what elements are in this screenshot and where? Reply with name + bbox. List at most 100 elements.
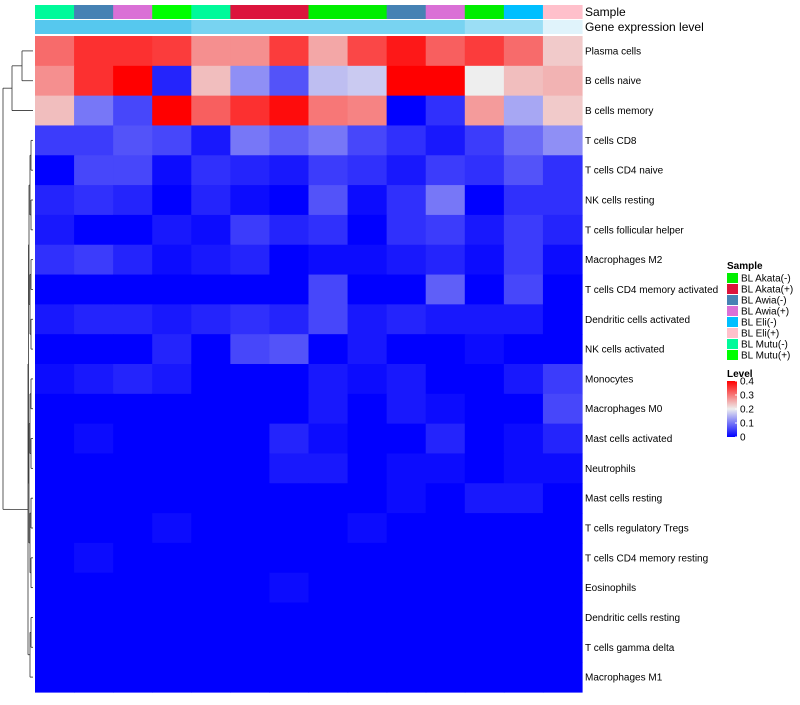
heatmap-cell <box>386 662 427 693</box>
heatmap-cell <box>542 65 583 97</box>
heatmap-cell <box>35 393 75 425</box>
heatmap-cell <box>425 453 466 484</box>
heatmap-cell <box>464 632 505 663</box>
heatmap-cell <box>503 36 544 67</box>
heatmap-cell <box>542 662 583 693</box>
heatmap-cell <box>113 304 153 335</box>
sample-annotation-cell <box>113 5 153 19</box>
heatmap-cell <box>191 36 231 67</box>
heatmap-cell <box>542 125 583 156</box>
heatmap-cell <box>269 214 310 246</box>
heatmap-cell <box>503 632 544 663</box>
heatmap-cell <box>269 662 310 693</box>
heatmap-cell <box>152 542 192 574</box>
heatmap-cell <box>308 65 349 97</box>
heatmap-cell <box>425 36 466 67</box>
row-label: Macrophages M1 <box>585 673 663 684</box>
heatmap-cell <box>386 542 427 574</box>
heatmap-cell <box>152 364 192 395</box>
sample-annotation-cell <box>230 5 271 19</box>
heatmap-cell <box>269 125 310 156</box>
heatmap-cell <box>308 483 349 514</box>
heatmap-cell <box>74 125 114 156</box>
heatmap-cell <box>386 632 427 663</box>
heatmap-cell <box>152 95 192 127</box>
heatmap-cell <box>35 36 75 67</box>
sample-annotation-cell <box>464 5 505 19</box>
heatmap-cell <box>230 36 271 67</box>
heatmap-cell <box>269 334 310 365</box>
heatmap-cell <box>113 602 153 633</box>
expression-annotation-cell <box>347 20 388 34</box>
heatmap-cell <box>308 453 349 484</box>
heatmap-cell <box>425 125 466 156</box>
expression-annotation-cell <box>425 20 466 34</box>
heatmap-cell <box>542 244 583 276</box>
heatmap-cell <box>230 632 271 663</box>
heatmap-cell <box>74 36 114 67</box>
heatmap-cell <box>425 65 466 97</box>
heatmap-cell <box>542 513 583 544</box>
heatmap-cell <box>113 393 153 425</box>
heatmap-cell <box>191 662 231 693</box>
row-label: Mast cells activated <box>585 434 672 445</box>
legend-sample-swatch <box>727 295 738 305</box>
heatmap-cell <box>191 393 231 425</box>
heatmap-cell <box>152 602 192 633</box>
heatmap-cell <box>74 632 114 663</box>
row-label: T cells CD4 memory activated <box>585 285 718 296</box>
heatmap-cell <box>386 602 427 633</box>
legend-sample-swatch <box>727 273 738 283</box>
sample-annotation-cell <box>308 5 349 19</box>
expression-annotation-cell <box>35 20 75 34</box>
sample-annotation-cell <box>386 5 427 19</box>
heatmap-cell <box>386 125 427 156</box>
expression-annotation-bar <box>35 20 583 34</box>
heatmap-cell <box>152 572 192 604</box>
heatmap-cell <box>152 393 192 425</box>
heatmap-cell <box>464 244 505 276</box>
legend-level-colorbar <box>727 381 737 437</box>
heatmap-cell <box>35 513 75 544</box>
heatmap-cell <box>425 155 466 186</box>
heatmap-cell <box>113 423 153 455</box>
legend-sample-swatch <box>727 339 738 349</box>
heatmap-cell <box>386 185 427 216</box>
heatmap-cell <box>347 155 388 186</box>
heatmap-cell <box>191 632 231 663</box>
heatmap-cell <box>503 572 544 604</box>
heatmap-cell <box>503 95 544 127</box>
heatmap-cell <box>503 244 544 276</box>
heatmap-cell <box>503 214 544 246</box>
heatmap-cell <box>542 423 583 455</box>
heatmap-cell <box>269 304 310 335</box>
row-label: Plasma cells <box>585 46 641 57</box>
row-label: T cells CD4 memory resting <box>585 553 708 564</box>
heatmap-cell <box>464 304 505 335</box>
legend-sample-label: BL Mutu(+) <box>741 351 790 362</box>
heatmap-cell <box>152 125 192 156</box>
heatmap-cell <box>347 393 388 425</box>
heatmap-cell <box>347 274 388 305</box>
heatmap-cell <box>191 95 231 127</box>
heatmap-cell <box>113 334 153 365</box>
heatmap-cell <box>425 393 466 425</box>
heatmap-cell <box>464 65 505 97</box>
heatmap-cell <box>191 214 231 246</box>
heatmap-cell <box>542 453 583 484</box>
heatmap-cell <box>152 65 192 97</box>
heatmap-cell <box>308 304 349 335</box>
heatmap-cell <box>230 602 271 633</box>
heatmap-cell <box>386 572 427 604</box>
expression-annotation-cell <box>191 20 231 34</box>
annotation-label-sample: Sample <box>585 5 626 19</box>
heatmap-cell <box>347 662 388 693</box>
heatmap-cell <box>425 572 466 604</box>
row-label: NK cells activated <box>585 345 664 356</box>
heatmap-cell <box>113 542 153 574</box>
heatmap-cell <box>386 483 427 514</box>
heatmap-cell <box>347 453 388 484</box>
heatmap-cell <box>35 244 75 276</box>
heatmap-cell <box>503 65 544 97</box>
heatmap-cell <box>191 155 231 186</box>
